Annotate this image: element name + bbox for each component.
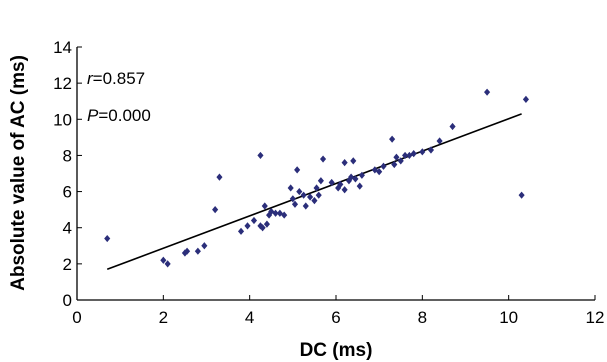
- data-point: [376, 168, 383, 176]
- y-tick-label: 0: [63, 291, 72, 310]
- data-point: [289, 195, 296, 203]
- x-tick-label: 4: [245, 308, 254, 327]
- data-point: [315, 191, 322, 199]
- data-point: [427, 146, 435, 154]
- data-point: [104, 234, 111, 243]
- data-point: [294, 166, 301, 174]
- data-point: [300, 191, 307, 199]
- x-tick-label: 0: [72, 308, 81, 327]
- x-tick-label: 8: [418, 308, 427, 327]
- data-point: [263, 220, 270, 228]
- data-point: [250, 216, 258, 225]
- data-point: [272, 209, 279, 217]
- x-tick-label: 12: [586, 308, 605, 327]
- data-point: [328, 178, 335, 187]
- data-point: [389, 135, 396, 143]
- data-point: [397, 157, 404, 165]
- y-tick-label: 4: [63, 219, 72, 238]
- data-point: [201, 242, 208, 250]
- plot-frame: [76, 47, 595, 301]
- data-point: [518, 191, 525, 199]
- data-point: [244, 222, 251, 230]
- y-tick-label: 12: [53, 74, 72, 93]
- data-point: [380, 162, 387, 170]
- data-point: [356, 182, 363, 190]
- data-point: [410, 150, 417, 158]
- data-point: [313, 184, 320, 192]
- x-tick-label: 2: [159, 308, 168, 327]
- data-point: [317, 177, 324, 185]
- data-point: [302, 202, 309, 210]
- data-point: [311, 197, 318, 205]
- y-tick-label: 14: [53, 38, 72, 57]
- data-point: [281, 211, 288, 219]
- data-point: [212, 206, 219, 214]
- data-point: [164, 260, 171, 268]
- data-point: [287, 184, 294, 192]
- data-point: [216, 173, 223, 181]
- data-point: [307, 193, 314, 201]
- y-tick-label: 8: [63, 146, 72, 165]
- x-axis-title: DC (ms): [300, 340, 373, 361]
- data-point: [160, 256, 167, 264]
- data-point: [350, 157, 357, 165]
- data-point: [449, 122, 456, 131]
- data-points: [104, 88, 529, 268]
- data-point: [522, 95, 529, 104]
- r-annotation: r=0.857: [87, 69, 145, 88]
- data-point: [194, 247, 201, 255]
- x-tick-label: 6: [331, 308, 340, 327]
- data-point: [358, 171, 365, 179]
- regression-line: [106, 113, 522, 271]
- data-point: [184, 247, 191, 255]
- data-point: [341, 159, 348, 167]
- data-point: [257, 151, 264, 160]
- data-point: [352, 175, 359, 183]
- data-point: [337, 180, 344, 188]
- y-tick-label: 2: [63, 255, 72, 274]
- data-point: [296, 187, 303, 196]
- y-axis-title: Absolute value of AC (ms): [8, 55, 29, 291]
- y-tick-label: 10: [53, 110, 72, 129]
- data-point: [261, 202, 268, 210]
- data-point: [393, 153, 400, 161]
- data-point: [259, 224, 266, 232]
- data-point: [484, 88, 491, 96]
- y-tick-label: 6: [63, 183, 72, 202]
- data-point: [436, 137, 443, 145]
- x-tick-label: 10: [499, 308, 518, 327]
- p-annotation: P=0.000: [87, 106, 151, 125]
- data-point: [291, 200, 299, 208]
- data-point: [237, 227, 245, 235]
- data-point: [341, 186, 348, 194]
- x-axis-ticks: 0 2 4 6 8 10 12: [72, 295, 604, 327]
- data-point: [319, 155, 327, 163]
- y-axis-ticks: 0 2 4 6 8 10 12 14: [53, 38, 82, 310]
- data-point: [402, 151, 409, 160]
- data-point: [419, 148, 426, 156]
- data-point: [391, 160, 398, 169]
